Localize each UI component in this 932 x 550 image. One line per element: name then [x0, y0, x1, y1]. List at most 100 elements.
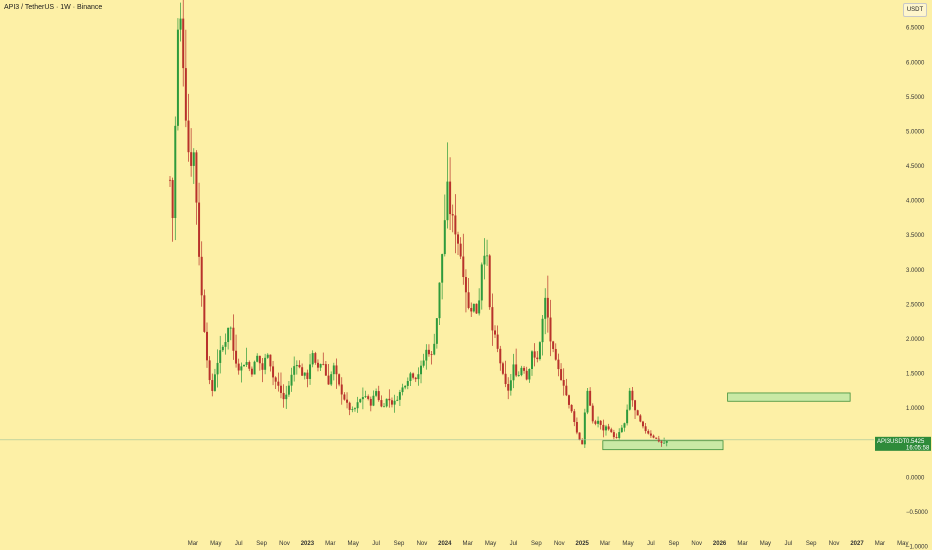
- candle: [338, 373, 341, 387]
- candle-body: [253, 361, 256, 375]
- candle-body: [279, 385, 282, 393]
- candle: [266, 353, 269, 359]
- candle-body: [398, 392, 401, 400]
- candle-body: [665, 441, 668, 443]
- currency-unit-button[interactable]: USDT: [903, 3, 927, 17]
- candle: [309, 353, 312, 385]
- candle: [248, 360, 251, 372]
- candle: [250, 366, 253, 377]
- candle: [541, 314, 544, 356]
- candle-body: [446, 181, 449, 221]
- candle-body: [380, 400, 383, 407]
- candle-body: [372, 395, 375, 406]
- time-tick-label: Mar: [737, 541, 747, 547]
- candle: [388, 389, 391, 408]
- candle-body: [541, 318, 544, 343]
- candle: [174, 116, 177, 241]
- candle: [536, 351, 539, 363]
- candle: [182, 0, 185, 87]
- candle-body: [322, 363, 325, 365]
- candle-body: [523, 367, 526, 371]
- candle: [430, 350, 433, 365]
- candle: [274, 376, 277, 389]
- candle-body: [208, 360, 211, 381]
- candle: [446, 142, 449, 229]
- candle: [578, 432, 581, 441]
- candle: [237, 358, 240, 375]
- candle: [570, 404, 573, 413]
- candle: [607, 423, 610, 431]
- time-tick-label: Mar: [600, 541, 610, 547]
- candle: [198, 182, 201, 266]
- candle: [517, 371, 520, 377]
- candle: [591, 403, 594, 424]
- candles-layer: [169, 0, 668, 448]
- candle-body: [269, 354, 272, 367]
- candle-body: [361, 397, 364, 400]
- candle: [340, 377, 343, 405]
- candle-body: [528, 368, 531, 380]
- time-tick-label: Nov: [417, 541, 428, 547]
- candle: [530, 350, 533, 376]
- candle: [219, 335, 222, 374]
- candle: [287, 381, 290, 397]
- candle: [380, 395, 383, 408]
- candle: [404, 385, 407, 390]
- candle-body: [285, 394, 288, 400]
- time-tick-label: Nov: [829, 541, 840, 547]
- candle-body: [501, 363, 504, 374]
- candle: [496, 325, 499, 353]
- price-axis[interactable]: 6.5000 6.0000 5.5000 5.0000 4.5000 4.0000 3.50…: [906, 26, 929, 550]
- price-tick-label: 0.0000: [906, 475, 925, 481]
- candle-body: [544, 297, 547, 319]
- candle: [393, 394, 396, 413]
- candle-body: [316, 362, 319, 368]
- candle: [285, 385, 288, 409]
- candle: [190, 128, 193, 177]
- candle: [235, 334, 238, 368]
- candle: [322, 352, 325, 366]
- time-tick-label: Sep: [531, 541, 542, 547]
- candle-body: [604, 426, 607, 431]
- candle-body: [570, 404, 573, 412]
- candle: [171, 177, 174, 242]
- candle-body: [409, 373, 412, 382]
- candle: [652, 434, 655, 439]
- candle-body: [264, 357, 267, 370]
- price-tick-label: 4.0000: [906, 199, 925, 205]
- candle: [324, 361, 327, 376]
- candle-body: [546, 297, 549, 318]
- candle-body: [462, 256, 465, 278]
- candle: [655, 437, 658, 440]
- candle: [499, 345, 502, 371]
- time-tick-label: Nov: [691, 541, 702, 547]
- candle: [414, 376, 417, 383]
- candle: [533, 343, 536, 367]
- candle: [589, 387, 592, 406]
- candle-body: [422, 360, 425, 366]
- candle: [467, 277, 470, 310]
- candle: [586, 388, 589, 415]
- candle-body: [472, 303, 475, 312]
- candle: [290, 367, 293, 392]
- candle: [631, 386, 634, 407]
- candle: [383, 403, 386, 408]
- time-tick-label: May: [760, 541, 771, 547]
- candle: [457, 231, 460, 255]
- candle: [396, 395, 399, 402]
- time-tick-label: May: [485, 541, 496, 547]
- price-tick-label: 5.0000: [906, 129, 925, 135]
- time-tick-label: Jul: [372, 541, 380, 547]
- candle: [253, 360, 256, 375]
- candle-body: [435, 318, 438, 344]
- candle-body: [171, 180, 174, 219]
- candle: [353, 407, 356, 412]
- candle-body: [390, 400, 393, 405]
- candle: [412, 372, 415, 380]
- candle-body: [388, 398, 391, 401]
- time-axis[interactable]: Mar May Jul Sep Nov 2023 Mar May Jul Sep Nov 2024 Ma…: [188, 541, 909, 547]
- candle-body: [581, 439, 584, 445]
- candle: [372, 390, 375, 407]
- candle-body: [383, 406, 386, 408]
